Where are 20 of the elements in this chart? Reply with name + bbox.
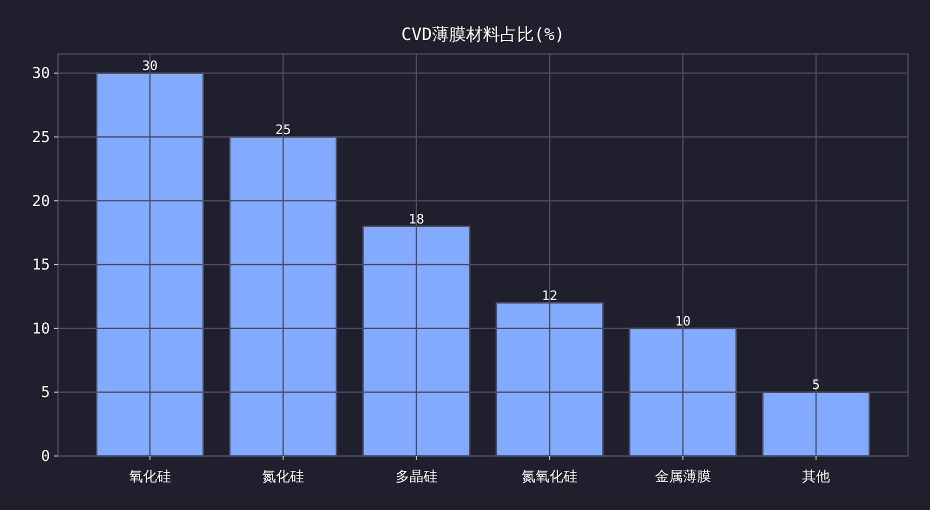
data-label: 5 (812, 378, 820, 394)
y-tick-label: 25 (32, 128, 50, 146)
y-tick-label: 0 (40, 447, 50, 465)
data-label: 25 (275, 122, 291, 138)
data-label: 12 (542, 288, 558, 304)
chart-title: CVD薄膜材料占比(%) (401, 25, 565, 45)
data-label: 10 (675, 314, 691, 330)
x-tick-label: 氮氧化硅 (522, 469, 578, 485)
x-tick-label: 其他 (802, 469, 830, 485)
x-tick-label: 多晶硅 (395, 469, 438, 485)
data-label: 18 (408, 212, 424, 228)
x-tick-label: 氮化硅 (262, 469, 304, 485)
y-tick-label: 20 (32, 192, 50, 210)
x-tick-label: 氧化硅 (128, 469, 171, 485)
y-tick-label: 30 (32, 64, 50, 82)
y-tick-label: 5 (40, 383, 50, 402)
y-tick-label: 15 (32, 256, 50, 274)
y-tick-label: 10 (32, 319, 50, 338)
x-tick-label: 金属薄膜 (654, 469, 711, 485)
data-label: 30 (142, 59, 158, 74)
